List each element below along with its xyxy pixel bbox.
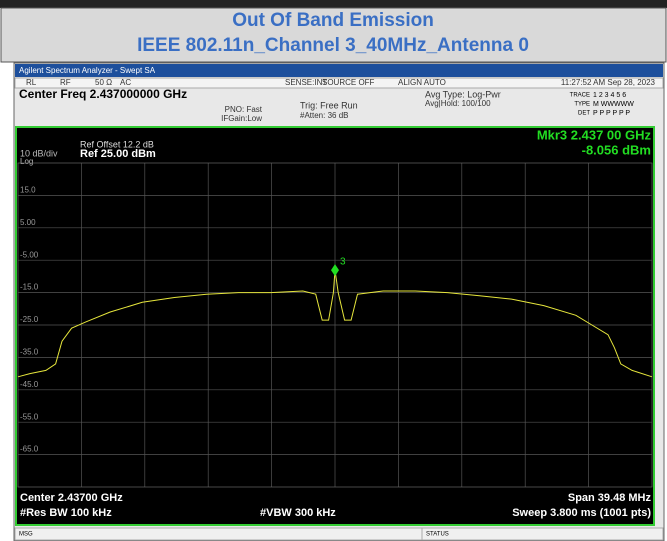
trace xyxy=(17,270,653,378)
pno: PNO: Fast xyxy=(225,105,263,114)
y-tick-label: 5.00 xyxy=(20,218,36,227)
y-tick-label: -35.0 xyxy=(20,348,39,357)
sweep: Sweep 3.800 ms (1001 pts) xyxy=(512,507,651,519)
plot: 15.0 5.00 -5.00 -15.0 -25.0 -35.0 -45.0 -55.0 -6… xyxy=(17,162,653,488)
msg: MSG xyxy=(19,532,33,538)
msg-bar xyxy=(14,527,664,541)
type-label: TYPE xyxy=(574,102,590,108)
marker-label: 3 xyxy=(340,257,346,268)
window-titlebar xyxy=(15,64,663,77)
avg-hold: Avg|Hold: 100/100 xyxy=(425,99,491,108)
status-field: ALIGN AUTO xyxy=(398,78,446,87)
y-tick-label: -25.0 xyxy=(20,315,39,324)
title-band xyxy=(0,7,667,63)
ifgain: IFGain:Low xyxy=(221,114,262,123)
marker-readout-value: -8.056 dBm xyxy=(582,142,651,157)
status-field: SENSE:INT xyxy=(285,78,327,87)
subtitle: IEEE 802.11n_Channel 3_40MHz_Antenna 0 xyxy=(137,35,529,56)
y-tick-label: -5.00 xyxy=(20,250,39,259)
y-tick-label: -15.0 xyxy=(20,283,39,292)
timestamp: 11:27:52 AM Sep 28, 2023 xyxy=(561,78,656,87)
status-field: SOURCE OFF xyxy=(322,78,375,87)
window-title: Agilent Spectrum Analyzer - Swept SA xyxy=(19,66,156,75)
status-field: RF xyxy=(60,78,71,87)
center: Center 2.43700 GHz xyxy=(20,492,123,504)
det-label: DET xyxy=(578,111,590,117)
ref-offset: Ref Offset 12.2 dB xyxy=(80,139,154,149)
atten: #Atten: 36 dB xyxy=(300,111,348,120)
status-field: AC xyxy=(120,78,131,87)
status: STATUS xyxy=(426,532,449,538)
top-rule xyxy=(0,0,667,8)
scale: 10 dB/div xyxy=(20,148,58,158)
y-tick-label: -65.0 xyxy=(20,445,39,454)
status-field: 50 Ω xyxy=(95,78,112,87)
res-bw: #Res BW 100 kHz xyxy=(20,507,112,519)
log: Log xyxy=(20,157,33,166)
marker xyxy=(331,264,339,277)
trace-nums: 1 2 3 4 5 6 xyxy=(593,92,626,99)
det-vals: P P P P P P xyxy=(593,110,630,117)
ref-level: Ref 25.00 dBm xyxy=(80,148,156,160)
status-row xyxy=(14,77,664,89)
status-field: RL xyxy=(26,78,37,87)
trig: Trig: Free Run xyxy=(300,100,358,110)
marker-readout-x: Mkr3 2.437 00 GHz xyxy=(537,127,652,142)
y-tick-label: -55.0 xyxy=(20,412,39,421)
vbw: #VBW 300 kHz xyxy=(260,507,336,519)
y-tick-label: -45.0 xyxy=(20,380,39,389)
trace-label: TRACE xyxy=(570,93,590,99)
title: Out Of Band Emission xyxy=(232,10,434,31)
avg-type: Avg Type: Log-Pwr xyxy=(425,89,501,99)
type-vals: M WWWWW xyxy=(593,101,634,108)
span: Span 39.48 MHz xyxy=(568,492,652,504)
center-freq: Center Freq 2.437000000 GHz xyxy=(19,87,187,101)
y-tick-label: 15.0 xyxy=(20,186,36,195)
